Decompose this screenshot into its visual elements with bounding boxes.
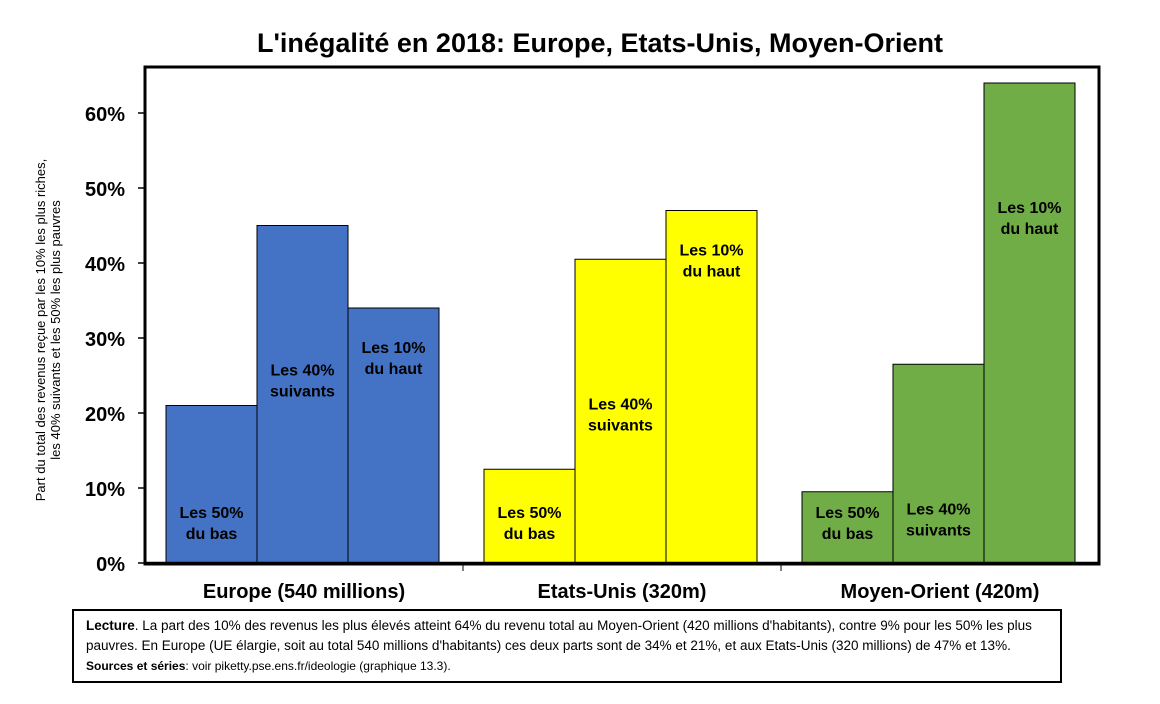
bar-label: suivants [588, 417, 653, 434]
x-axis-labels: Europe (540 millions) Etats-Unis (320m) Mo… [145, 561, 1099, 603]
bar [483, 468, 576, 564]
y-tick-label: 50% [85, 179, 125, 201]
y-tick-label: 30% [85, 329, 125, 351]
bar-label: Les 10% [361, 340, 425, 357]
bar-label: Les 50% [179, 505, 243, 522]
bar-label: du bas [504, 526, 556, 543]
bar-label: du bas [186, 526, 238, 543]
bar-labels: Les 50% du bas Les 40% suivants Les 10% du ha… [179, 200, 1061, 543]
bar [892, 363, 985, 564]
bar-label: Les 10% [679, 243, 743, 260]
chart-title: L'inégalité en 2018: Europe, Etats-Unis,… [256, 28, 944, 58]
x-category-label: Etats-Unis (320m) [538, 581, 707, 603]
bar [983, 82, 1076, 564]
bar-label: suivants [270, 384, 335, 401]
note-lead: Lecture [86, 618, 135, 633]
bars [165, 82, 1076, 564]
bar-label: Les 50% [497, 505, 561, 522]
y-tick-label: 0% [96, 554, 125, 576]
y-axis-ticks: 0% 10% 20% 30% 40% 50% 60% [85, 104, 145, 576]
bar-chart: 0% 10% 20% 30% 40% 50% 60% Les 50% du bas Les 40… [85, 65, 1101, 603]
bar [165, 405, 258, 564]
note-text: . La part des 10% des revenus les plus é… [86, 618, 1032, 653]
bar-label: du haut [365, 361, 423, 378]
bar-label: Les 50% [815, 505, 879, 522]
bar-label: Les 10% [997, 200, 1061, 217]
bar-label: Les 40% [588, 396, 652, 413]
y-tick-label: 40% [85, 254, 125, 276]
bar [256, 225, 349, 564]
y-tick-label: 20% [85, 404, 125, 426]
bar-label: du haut [1001, 221, 1059, 238]
bar-label: Les 40% [906, 501, 970, 518]
bar [347, 307, 440, 564]
bar-label: suivants [906, 522, 971, 539]
reading-note: Lecture. La part des 10% des revenus les… [72, 609, 1062, 683]
bar-label: du haut [683, 264, 741, 281]
bar [665, 210, 758, 564]
x-category-label: Moyen-Orient (420m) [841, 581, 1040, 603]
y-tick-label: 10% [85, 479, 125, 501]
bar-label: du bas [822, 526, 874, 543]
bar-label: Les 40% [270, 363, 334, 380]
x-category-label: Europe (540 millions) [203, 581, 405, 603]
bar [574, 258, 667, 564]
note-sources-text: : voir piketty.pse.ens.fr/ideologie (gra… [185, 659, 451, 673]
y-tick-label: 60% [85, 104, 125, 126]
note-sources-label: Sources et séries [86, 659, 186, 673]
